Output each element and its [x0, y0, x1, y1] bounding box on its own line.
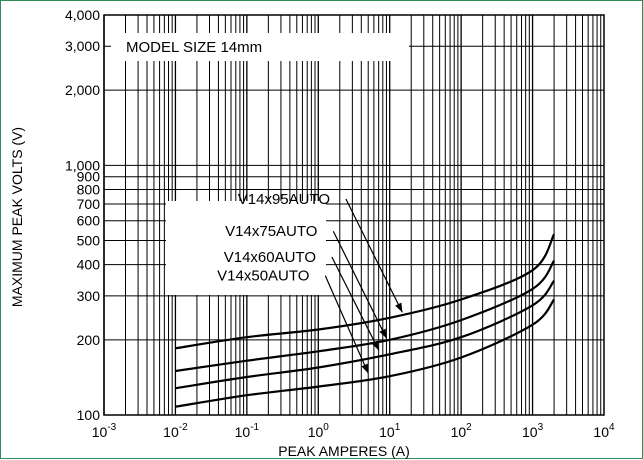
label-layer: V14x95AUTO V14x75AUTO V14x60AUTO V14x50AUTO — [217, 191, 403, 374]
y-tick-label: 500 — [77, 232, 101, 248]
y-tick-label: 4,000 — [65, 7, 100, 23]
x-tick-label: 103 — [522, 422, 544, 440]
x-tick-base: 10 — [308, 424, 324, 440]
leader-line — [324, 275, 369, 374]
x-tick-label: 10-2 — [163, 422, 188, 440]
x-tick-label: 102 — [451, 422, 473, 440]
series-label: V14x60AUTO — [224, 249, 316, 266]
x-tick-label: 10-3 — [92, 422, 117, 440]
series-line — [175, 279, 555, 390]
y-tick-label: 900 — [77, 169, 101, 185]
x-tick-exponent: 0 — [323, 422, 329, 433]
label-panel-background — [166, 201, 326, 295]
y-tick-label: 400 — [77, 257, 101, 273]
arrowhead — [395, 302, 403, 313]
series-label: V14x75AUTO — [225, 223, 317, 240]
leader-line — [332, 230, 387, 339]
arrowhead — [371, 340, 379, 351]
x-tick-exponent: -1 — [250, 422, 259, 433]
annotation-layer: MODEL SIZE 14mm — [111, 33, 409, 295]
x-tick-exponent: -2 — [179, 422, 188, 433]
x-tick-label: 104 — [593, 422, 615, 440]
series-label: V14x50AUTO — [217, 268, 309, 285]
y-tick-label: 2,000 — [65, 82, 100, 98]
model-size-annotation: MODEL SIZE 14mm — [126, 39, 262, 56]
x-tick-exponent: 2 — [466, 422, 472, 433]
y-tick-label: 800 — [77, 182, 101, 198]
x-tick-exponent: -3 — [107, 422, 116, 433]
series-label: V14x95AUTO — [238, 191, 330, 208]
x-tick-base: 10 — [593, 424, 609, 440]
x-tick-base: 10 — [379, 424, 395, 440]
arrowhead — [379, 328, 387, 339]
x-tick-base: 10 — [522, 424, 538, 440]
x-tick-exponent: 4 — [609, 422, 615, 433]
y-tick-label: 600 — [77, 213, 101, 229]
annotation-background — [111, 33, 409, 61]
x-tick-label: 100 — [308, 422, 330, 440]
x-tick-base: 10 — [451, 424, 467, 440]
y-tick-label: 200 — [77, 332, 101, 348]
x-tick-label: 101 — [379, 422, 401, 440]
x-tick-exponent: 1 — [395, 422, 401, 433]
arrowhead — [361, 363, 369, 374]
leader-line — [331, 256, 380, 351]
x-axis-title: PEAK AMPERES (A) — [278, 443, 409, 459]
x-tick-exponent: 3 — [538, 422, 544, 433]
x-tick-label: 10-1 — [235, 422, 260, 440]
series-layer — [175, 233, 556, 408]
y-tick-label: 1,000 — [65, 157, 100, 173]
series-line — [175, 233, 556, 350]
series-line — [175, 298, 555, 408]
leader-line — [345, 198, 403, 313]
y-tick-label: 300 — [77, 288, 101, 304]
x-tick-base: 10 — [163, 424, 179, 440]
y-tick-label: 100 — [77, 407, 101, 423]
x-tick-base: 10 — [235, 424, 251, 440]
plot-border — [103, 14, 605, 416]
y-tick-label: 700 — [77, 196, 101, 212]
y-tick-label: 3,000 — [65, 38, 100, 54]
y-axis-title: MAXIMUM PEAK VOLTS (V) — [9, 127, 25, 307]
axis-layer: 1002003004005006007008009001,0002,0003,0… — [65, 7, 615, 440]
series-line — [175, 260, 556, 373]
x-tick-base: 10 — [92, 424, 108, 440]
